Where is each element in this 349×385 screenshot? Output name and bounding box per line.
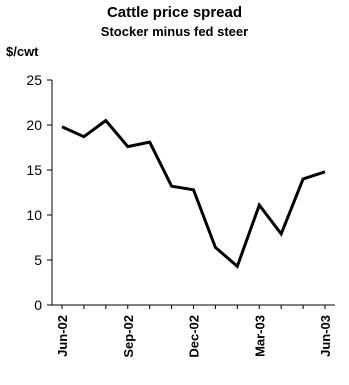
x-tick-label: Jun-03 xyxy=(318,315,333,357)
series-line xyxy=(61,118,326,269)
y-axis-label: $/cwt xyxy=(6,44,39,59)
y-tick-label: 20 xyxy=(26,117,42,133)
chart-title: Cattle price spread xyxy=(106,4,243,21)
chart-subtitle: Stocker minus fed steer xyxy=(100,24,249,39)
y-tick-label: 10 xyxy=(26,207,42,223)
x-tick-label: Jun-02 xyxy=(55,315,70,357)
y-tick-label: 0 xyxy=(34,297,42,313)
y-tick-label: 15 xyxy=(26,162,42,178)
x-tick-label: Sep-02 xyxy=(121,315,136,358)
x-tick-label: Dec-02 xyxy=(187,315,202,358)
y-tick-label: 25 xyxy=(26,72,42,88)
y-tick-label: 5 xyxy=(34,252,42,268)
x-tick-label: Mar-03 xyxy=(252,315,267,357)
